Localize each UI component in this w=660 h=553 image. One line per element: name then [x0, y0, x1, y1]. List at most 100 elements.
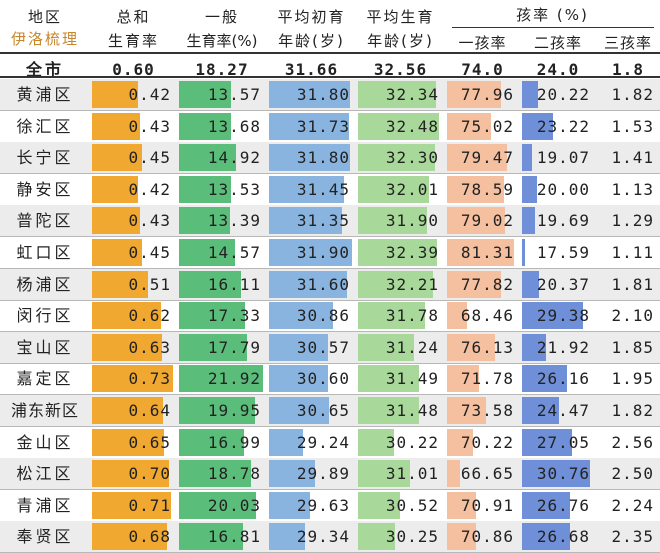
cell-first: 70.91 — [445, 490, 520, 521]
total-ab: 32.56 — [356, 54, 445, 85]
bar-tfr — [92, 270, 148, 298]
bar-afb — [269, 365, 328, 393]
row-divider — [0, 110, 660, 111]
row-divider — [0, 236, 660, 238]
cell-afb: 30.60 — [267, 363, 356, 394]
value-afb: 29.34 — [296, 527, 350, 547]
value-first: 79.47 — [460, 148, 514, 168]
bar-second — [522, 302, 583, 330]
total-tfr: 0.60 — [90, 54, 177, 85]
cell-third: 1.82 — [596, 395, 660, 426]
value-second: 26.76 — [536, 495, 590, 515]
bar-ab — [358, 491, 400, 519]
cell-second: 24.47 — [520, 395, 596, 426]
value-afb: 29.89 — [296, 464, 350, 484]
bar-tfr — [92, 112, 140, 140]
value-gfr: 17.79 — [207, 337, 261, 357]
cell-first: 77.82 — [445, 269, 520, 300]
cell-afb: 30.86 — [267, 300, 356, 331]
cell-tfr: 0.68 — [90, 521, 177, 552]
total-bottom-rule — [0, 76, 660, 78]
cell-second: 20.37 — [520, 269, 596, 300]
cell-ab: 31.24 — [356, 332, 445, 363]
cell-second: 20.00 — [520, 174, 596, 205]
value-first: 66.65 — [460, 464, 514, 484]
bar-gfr — [179, 81, 231, 108]
bar-second — [522, 460, 590, 488]
bar-afb — [269, 333, 328, 361]
value-tfr: 0.68 — [128, 527, 171, 547]
bar-gfr — [179, 333, 247, 361]
cell-afb: 29.89 — [267, 458, 356, 489]
bar-afb — [269, 112, 349, 140]
value-afb: 31.90 — [296, 243, 350, 262]
value-first: 68.46 — [460, 306, 514, 326]
cell-tfr: 0.43 — [90, 111, 177, 142]
bar-first — [447, 428, 473, 456]
bar-ab — [358, 175, 429, 203]
value-tfr: 0.71 — [128, 495, 171, 515]
row-divider — [0, 299, 660, 301]
cell-first: 81.31 — [445, 237, 520, 268]
value-ab: 32.01 — [385, 179, 439, 199]
value-third: 2.10 — [611, 306, 654, 326]
value-third: 1.85 — [611, 337, 654, 357]
cell-first: 66.65 — [445, 458, 520, 489]
value-second: 29.38 — [536, 306, 590, 326]
value-gfr: 13.53 — [207, 179, 261, 199]
cell-afb: 30.65 — [267, 395, 356, 426]
value-gfr: 14.57 — [207, 243, 261, 262]
bar-gfr — [179, 175, 231, 203]
cell-ab: 32.21 — [356, 269, 445, 300]
value-gfr: 13.68 — [207, 116, 261, 136]
value-afb: 30.60 — [296, 369, 350, 389]
bar-gfr — [179, 365, 263, 393]
bar-tfr — [92, 491, 171, 519]
cell-first: 75.02 — [445, 111, 520, 142]
bar-ab — [358, 302, 425, 330]
bar-afb — [269, 239, 352, 266]
total-first: 74.0 — [445, 54, 520, 85]
value-second: 19.69 — [536, 211, 590, 231]
bar-ab — [358, 397, 419, 424]
value-first: 70.91 — [460, 495, 514, 515]
cell-ab: 31.78 — [356, 300, 445, 331]
cell-second: 26.16 — [520, 363, 596, 394]
bar-first — [447, 144, 507, 172]
cell-gfr: 13.68 — [177, 111, 267, 142]
bar-afb — [269, 144, 350, 172]
bar-afb — [269, 270, 347, 298]
bar-first — [447, 112, 491, 140]
value-third: 1.82 — [611, 401, 654, 420]
value-tfr: 0.43 — [128, 116, 171, 136]
value-afb: 31.35 — [296, 211, 350, 231]
bar-tfr — [92, 302, 161, 330]
value-gfr: 19.95 — [207, 401, 261, 420]
value-tfr: 0.63 — [128, 337, 171, 357]
bar-first — [447, 175, 504, 203]
cell-third: 1.29 — [596, 205, 660, 236]
bar-gfr — [179, 460, 251, 488]
cell-gfr: 16.99 — [177, 427, 267, 458]
cell-ab: 30.52 — [356, 490, 445, 521]
header-parity-group: 孩率 (%) — [516, 6, 589, 24]
total-third-value: 1.8 — [612, 60, 644, 79]
total-gfr-value: 18.27 — [195, 60, 249, 79]
bar-tfr — [92, 81, 138, 108]
value-third: 1.41 — [611, 148, 654, 168]
cell-tfr: 0.71 — [90, 490, 177, 521]
cell-gfr: 19.95 — [177, 395, 267, 426]
value-gfr: 13.57 — [207, 85, 261, 104]
district-name: 闵行区 — [16, 306, 74, 326]
bar-afb — [269, 302, 333, 330]
cell-third: 1.82 — [596, 79, 660, 110]
district-name: 松江区 — [16, 464, 74, 484]
cell-ab: 31.48 — [356, 395, 445, 426]
cell-second: 30.76 — [520, 458, 596, 489]
value-first: 75.02 — [460, 116, 514, 136]
bar-ab — [358, 81, 436, 108]
bar-second — [522, 207, 535, 235]
cell-gfr: 16.81 — [177, 521, 267, 552]
cell-second: 21.92 — [520, 332, 596, 363]
